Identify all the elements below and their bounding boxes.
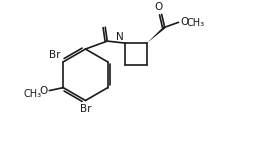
Text: Br: Br <box>49 50 60 60</box>
Text: O: O <box>181 17 189 27</box>
Text: CH₃: CH₃ <box>187 18 205 28</box>
Text: CH₃: CH₃ <box>23 89 41 99</box>
Text: Br: Br <box>80 104 91 114</box>
Polygon shape <box>147 26 166 43</box>
Text: O: O <box>39 86 47 96</box>
Text: O: O <box>155 2 163 12</box>
Text: N: N <box>116 32 124 42</box>
